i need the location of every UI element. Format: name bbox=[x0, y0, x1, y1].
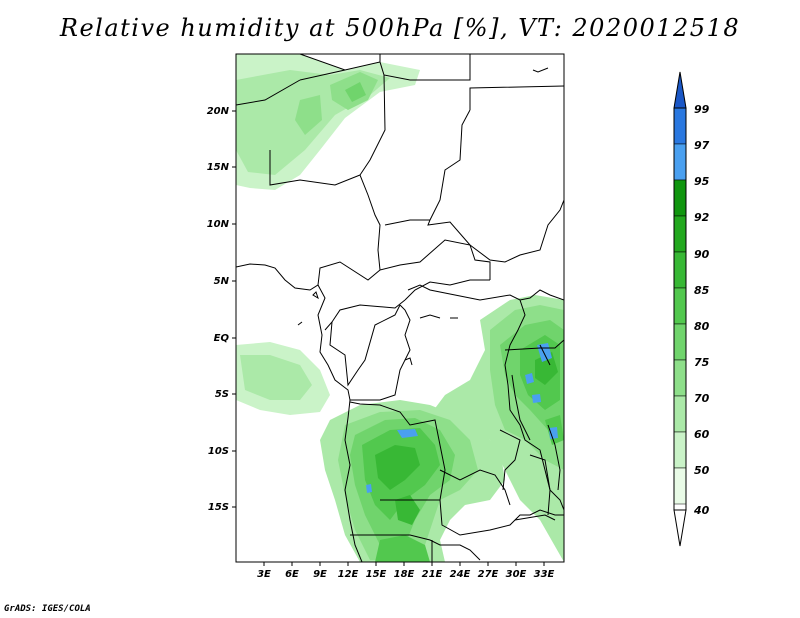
colorbar-label: 92 bbox=[694, 211, 710, 224]
lat-label: 5N bbox=[214, 276, 230, 287]
colorbar-segment bbox=[673, 395, 687, 433]
lat-label: 15S bbox=[208, 502, 229, 513]
lon-label: 18E bbox=[394, 569, 415, 580]
colorbar-segment bbox=[673, 467, 687, 505]
colorbar-label: 99 bbox=[694, 103, 710, 116]
lon-label: 30E bbox=[506, 569, 527, 580]
lat-label: 20N bbox=[207, 106, 230, 117]
colorbar-label: 75 bbox=[694, 356, 710, 369]
humidity-field bbox=[236, 54, 564, 562]
lat-label: 10N bbox=[207, 219, 230, 230]
lon-label: 15E bbox=[366, 569, 387, 580]
colorbar-segment bbox=[673, 251, 687, 289]
grads-credit: GrADS: IGES/COLA bbox=[4, 604, 91, 614]
colorbar-label: 90 bbox=[694, 248, 710, 261]
lat-ticks bbox=[232, 110, 236, 508]
colorbar-segment bbox=[673, 431, 687, 469]
lon-label: 21E bbox=[422, 569, 443, 580]
lon-label: 24E bbox=[450, 569, 471, 580]
colorbar-label: 70 bbox=[694, 392, 710, 405]
colorbar-segment bbox=[673, 107, 687, 145]
country-borders bbox=[236, 54, 564, 562]
colorbar-segment bbox=[673, 359, 687, 397]
colorbar-label: 40 bbox=[693, 504, 710, 517]
colorbar bbox=[673, 71, 687, 547]
lon-ticks bbox=[263, 562, 545, 566]
colorbar-label: 95 bbox=[694, 175, 710, 188]
lon-label: 12E bbox=[338, 569, 359, 580]
colorbar-label: 60 bbox=[694, 428, 710, 441]
colorbar-segment bbox=[673, 323, 687, 361]
chart-title: Relative humidity at 500hPa [%], VT: 202… bbox=[59, 14, 741, 42]
lon-label: 6E bbox=[285, 569, 299, 580]
lon-label: 3E bbox=[257, 569, 271, 580]
colorbar-labels: 99 97 95 92 90 85 80 75 70 60 50 40 bbox=[693, 103, 710, 517]
lat-label: 5S bbox=[215, 389, 229, 400]
colorbar-segment bbox=[673, 287, 687, 325]
map-frame bbox=[235, 53, 565, 563]
colorbar-top-triangle bbox=[673, 71, 687, 109]
colorbar-label: 85 bbox=[694, 284, 710, 297]
lon-label: 33E bbox=[534, 569, 555, 580]
lon-label: 9E bbox=[313, 569, 327, 580]
lat-label: 15N bbox=[207, 162, 230, 173]
colorbar-label: 50 bbox=[694, 464, 710, 477]
colorbar-label: 80 bbox=[694, 320, 710, 333]
colorbar-segment bbox=[673, 143, 687, 181]
colorbar-bottom-triangle bbox=[673, 509, 687, 547]
lat-label: 10S bbox=[208, 446, 229, 457]
lat-label: EQ bbox=[214, 333, 230, 344]
lon-label: 27E bbox=[478, 569, 499, 580]
lat-labels: 20N 15N 10N 5N EQ 5S 10S 15S bbox=[207, 106, 230, 513]
colorbar-segment bbox=[673, 179, 687, 217]
colorbar-segment bbox=[673, 215, 687, 253]
lon-labels: 3E 6E 9E 12E 15E 18E 21E 24E 27E 30E 33E bbox=[257, 569, 554, 580]
colorbar-label: 97 bbox=[694, 139, 710, 152]
